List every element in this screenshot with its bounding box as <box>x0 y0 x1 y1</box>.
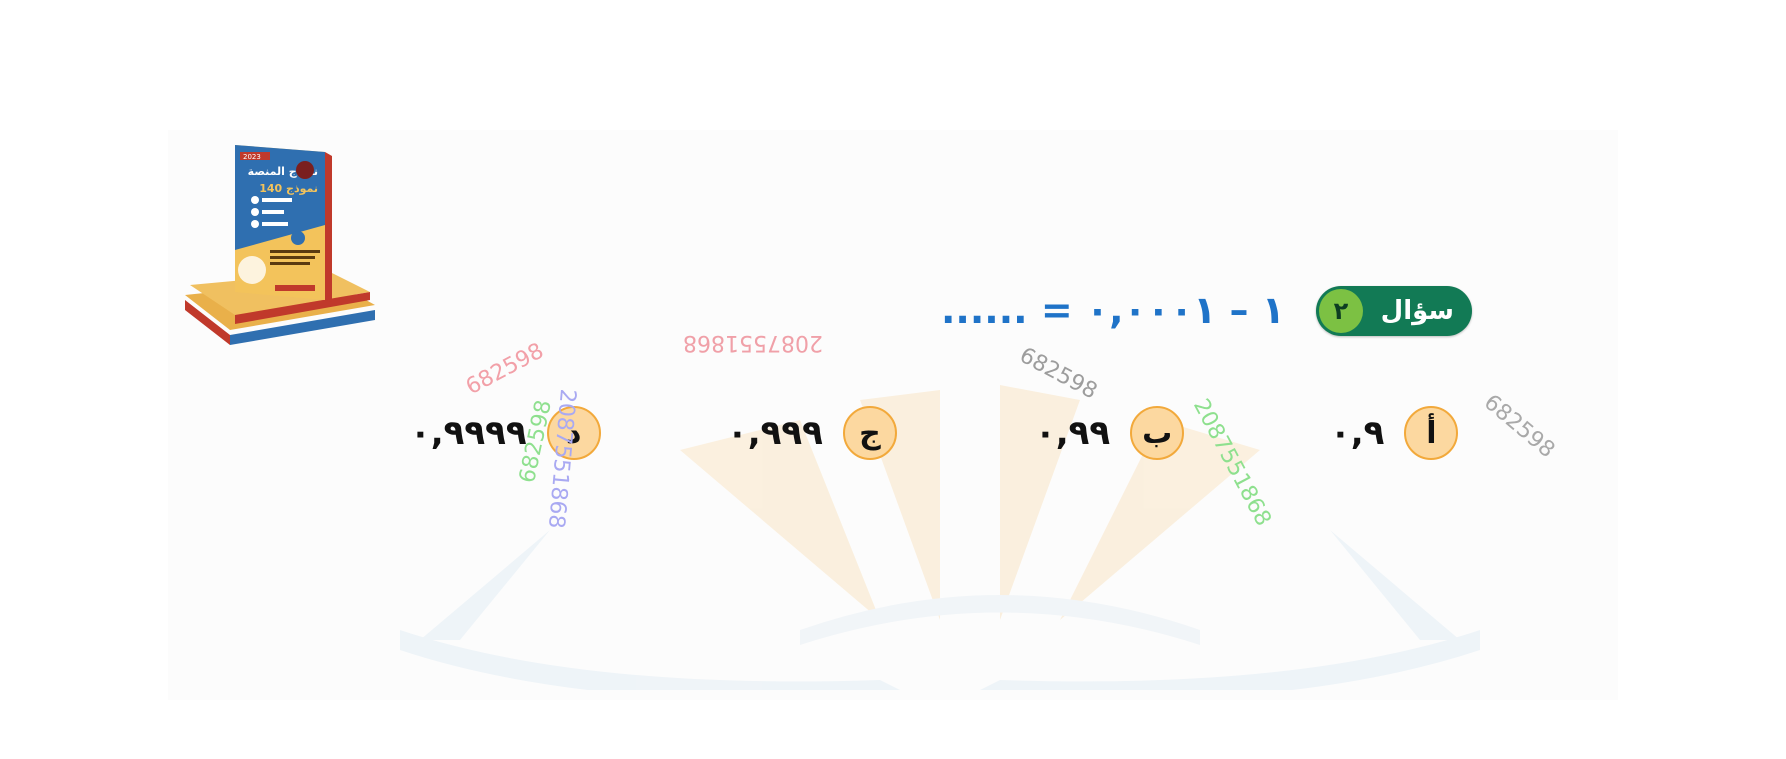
option-a[interactable]: أ ٠,٩ <box>1330 403 1459 463</box>
question-text: ١ – ٠,٠٠٠١ = ...... <box>941 288 1285 332</box>
option-letter: أ <box>1404 406 1459 460</box>
question-label: سؤال <box>1380 296 1454 326</box>
option-letter: ب <box>1130 406 1185 460</box>
option-b[interactable]: ب ٠,٩٩ <box>1035 403 1185 463</box>
option-letter: د <box>546 406 601 460</box>
book-year: 2023 <box>243 153 261 161</box>
content-panel <box>168 130 1618 700</box>
option-d[interactable]: د ٠,٩٩٩٩ <box>410 403 601 463</box>
option-c[interactable]: ج ٠,٩٩٩ <box>727 403 897 463</box>
book-count: 140 نموذج <box>259 182 318 196</box>
option-value: ٠,٩٩٩٩ <box>410 413 527 453</box>
option-value: ٠,٩٩ <box>1035 413 1111 453</box>
book-stack-image: 2023 نماذج المنصة 140 نموذج <box>185 145 375 345</box>
background-book-logo <box>400 385 1480 690</box>
question-number: ٢ <box>1319 289 1363 333</box>
question-badge: سؤال ٢ <box>1316 286 1472 336</box>
option-value: ٠,٩٩٩ <box>727 413 823 453</box>
option-letter: ج <box>842 406 897 460</box>
option-value: ٠,٩ <box>1330 413 1385 453</box>
